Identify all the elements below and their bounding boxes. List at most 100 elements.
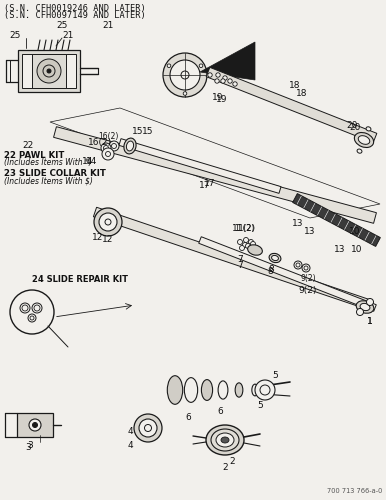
Ellipse shape <box>235 383 243 397</box>
Circle shape <box>20 303 30 313</box>
Ellipse shape <box>185 378 198 402</box>
Text: 18: 18 <box>296 88 307 98</box>
Circle shape <box>29 419 41 431</box>
Ellipse shape <box>206 425 244 455</box>
Text: 8: 8 <box>268 266 274 274</box>
Ellipse shape <box>124 138 136 154</box>
Text: 14: 14 <box>82 158 94 166</box>
Text: 7: 7 <box>237 260 243 270</box>
Circle shape <box>221 79 225 83</box>
Text: 9(2): 9(2) <box>300 274 316 282</box>
Polygon shape <box>93 208 372 310</box>
Ellipse shape <box>201 380 213 400</box>
Circle shape <box>251 242 256 246</box>
Ellipse shape <box>269 254 281 262</box>
Bar <box>18 50 80 92</box>
Ellipse shape <box>252 384 258 396</box>
Text: 4: 4 <box>127 428 133 436</box>
Text: 2: 2 <box>222 464 228 472</box>
Circle shape <box>233 82 237 86</box>
Text: 25: 25 <box>56 20 68 30</box>
Circle shape <box>139 419 157 437</box>
Text: 19: 19 <box>212 92 224 102</box>
Ellipse shape <box>366 127 371 131</box>
Circle shape <box>215 79 219 83</box>
Circle shape <box>109 141 119 151</box>
Circle shape <box>99 213 117 231</box>
Circle shape <box>216 73 220 77</box>
Polygon shape <box>199 236 376 312</box>
Text: 3: 3 <box>25 444 31 452</box>
Circle shape <box>255 380 275 400</box>
Text: 10: 10 <box>351 246 363 254</box>
Text: (Includes Items With $): (Includes Items With $) <box>4 176 93 186</box>
Text: 18: 18 <box>289 80 301 90</box>
Circle shape <box>199 64 203 68</box>
Circle shape <box>294 261 302 269</box>
Circle shape <box>94 208 122 236</box>
Text: 13: 13 <box>334 246 346 254</box>
Ellipse shape <box>356 301 374 313</box>
Ellipse shape <box>221 437 229 443</box>
Ellipse shape <box>248 245 262 255</box>
Circle shape <box>102 148 114 160</box>
Text: 7: 7 <box>237 256 243 264</box>
Text: 6: 6 <box>217 408 223 416</box>
Circle shape <box>242 242 247 248</box>
Ellipse shape <box>218 381 228 399</box>
Text: 10: 10 <box>349 228 361 236</box>
Text: 12: 12 <box>92 234 104 242</box>
Text: (S.N. CFH0097149 AND LATER): (S.N. CFH0097149 AND LATER) <box>4 11 146 20</box>
Ellipse shape <box>211 429 239 451</box>
Circle shape <box>163 53 207 97</box>
Text: 22 PAWL KIT: 22 PAWL KIT <box>4 150 64 160</box>
Ellipse shape <box>126 141 134 151</box>
Circle shape <box>28 314 36 322</box>
Circle shape <box>170 60 200 90</box>
Text: 13: 13 <box>292 220 304 228</box>
Circle shape <box>239 246 244 250</box>
Circle shape <box>366 298 374 306</box>
Bar <box>32 54 66 88</box>
Text: 17: 17 <box>204 180 216 188</box>
Circle shape <box>237 240 242 244</box>
Bar <box>22 54 76 88</box>
Ellipse shape <box>358 136 370 144</box>
Text: 15: 15 <box>132 128 144 136</box>
Circle shape <box>32 303 42 313</box>
Text: 20: 20 <box>349 122 361 132</box>
Text: 21: 21 <box>102 20 114 30</box>
Ellipse shape <box>167 376 183 404</box>
Text: 21: 21 <box>62 30 74 40</box>
Circle shape <box>302 264 310 272</box>
Text: 17: 17 <box>199 180 211 190</box>
Text: 1: 1 <box>367 318 373 326</box>
Text: 20: 20 <box>346 120 358 130</box>
Text: 11(2): 11(2) <box>234 224 254 232</box>
Text: 5: 5 <box>257 400 263 409</box>
Polygon shape <box>54 126 376 224</box>
Circle shape <box>101 143 111 153</box>
Circle shape <box>37 59 61 83</box>
Text: 16(2): 16(2) <box>88 138 112 146</box>
Circle shape <box>244 238 249 242</box>
Text: 15: 15 <box>142 128 154 136</box>
Polygon shape <box>293 194 380 246</box>
Ellipse shape <box>216 433 234 447</box>
Circle shape <box>183 92 187 96</box>
Circle shape <box>228 79 232 83</box>
Bar <box>17 413 53 437</box>
Polygon shape <box>119 138 281 194</box>
Text: 22: 22 <box>22 140 34 149</box>
Text: 19: 19 <box>216 96 228 104</box>
Text: 11(2): 11(2) <box>232 224 256 232</box>
Polygon shape <box>200 42 255 80</box>
Ellipse shape <box>272 256 278 260</box>
Circle shape <box>47 69 51 73</box>
Text: 16(2): 16(2) <box>98 132 118 140</box>
Text: (Includes Items With *): (Includes Items With *) <box>4 158 92 168</box>
Text: 5: 5 <box>272 370 278 380</box>
Ellipse shape <box>354 132 374 148</box>
Circle shape <box>167 64 171 68</box>
Text: (S.N. CFH0019246 AND LATER): (S.N. CFH0019246 AND LATER) <box>4 4 146 13</box>
